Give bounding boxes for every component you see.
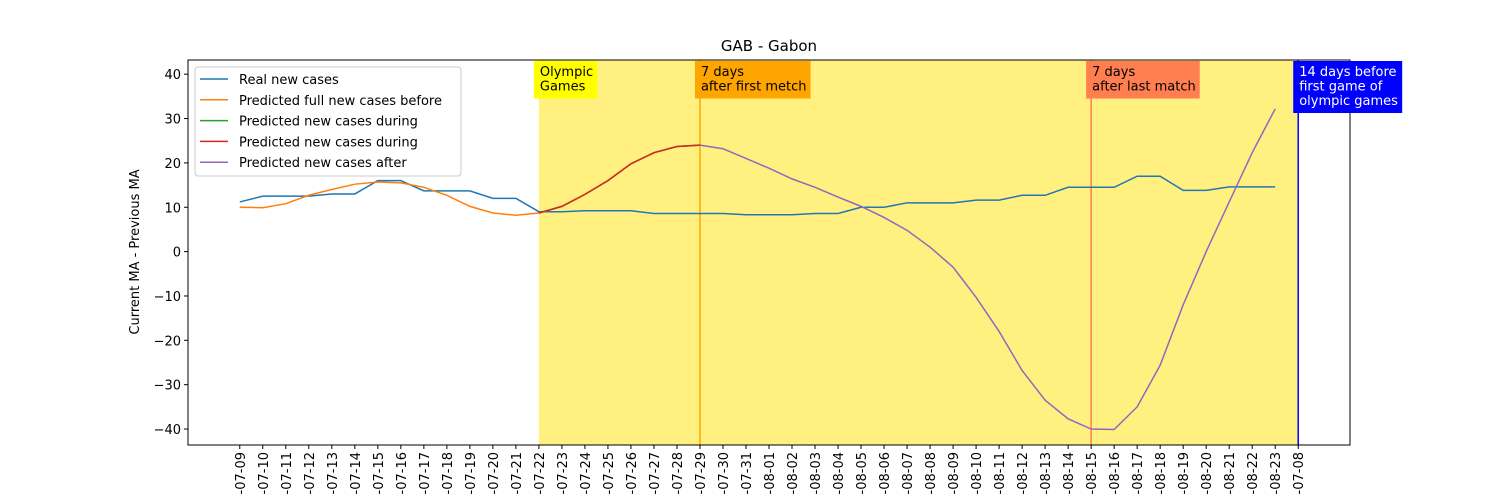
- chart-title: GAB - Gabon: [721, 37, 817, 55]
- y-tick-label: 40: [164, 68, 181, 83]
- x-tick-label: -07-29: [694, 452, 709, 494]
- x-tick-label: -07-15: [372, 452, 387, 494]
- x-tick-label: -08-07: [901, 452, 916, 494]
- x-tick-label: -08-13: [1039, 452, 1054, 494]
- x-tick-label: -07-10: [257, 452, 272, 494]
- x-tick-label: -08-10: [970, 452, 985, 494]
- plot-frame: [187, 59, 1351, 446]
- y-tick-label: −10: [154, 290, 181, 305]
- legend-label: Predicted new cases during: [239, 115, 418, 130]
- y-tick-label: 20: [164, 157, 181, 172]
- legend-label: Real new cases: [239, 73, 339, 88]
- x-tick-label: -07-27: [648, 452, 663, 494]
- x-tick-label: -07-21: [510, 452, 525, 494]
- x-tick-label: -08-01: [763, 452, 778, 494]
- x-tick-label: -07-19: [464, 452, 479, 494]
- x-tick-label: -08-18: [1154, 452, 1169, 494]
- x-tick-label: -08-08: [924, 452, 939, 494]
- y-axis-label: Current MA - Previous MA: [128, 169, 143, 334]
- x-tick-label: -08-11: [993, 452, 1008, 494]
- x-tick-label: -07-17: [418, 452, 433, 494]
- x-tick-label: -08-03: [809, 452, 824, 494]
- annotation-text: first game of: [1299, 80, 1383, 95]
- x-tick-label: -08-23: [1269, 452, 1284, 494]
- x-tick-label: -07-25: [602, 452, 617, 494]
- x-tick-label: -08-04: [832, 452, 847, 494]
- y-tick-label: 30: [164, 113, 181, 128]
- x-tick-label: -08-21: [1223, 452, 1238, 494]
- x-tick-label: -08-12: [1016, 452, 1031, 494]
- annotation-text: Games: [540, 80, 586, 95]
- x-tick-label: -08-02: [786, 452, 801, 494]
- x-tick-label: -07-26: [625, 452, 640, 494]
- x-tick-label: -07-18: [441, 452, 456, 494]
- annotation-text: 7 days: [1092, 65, 1135, 80]
- annotation-text: after first metch: [701, 80, 807, 95]
- x-tick-label: -07-14: [349, 452, 364, 494]
- x-tick-label: -07-09: [234, 452, 249, 494]
- annotation-box: [1293, 61, 1403, 113]
- x-tick-label: -07-08: [1292, 452, 1307, 494]
- x-tick-label: -07-12: [303, 452, 318, 494]
- annotation-text: olympic games: [1299, 94, 1398, 109]
- legend-label: Predicted full new cases before: [239, 94, 442, 109]
- y-tick-label: −40: [154, 423, 181, 438]
- x-tick-label: -07-23: [556, 452, 571, 494]
- highlight-span: [538, 60, 1299, 445]
- x-tick-label: -08-20: [1200, 452, 1215, 494]
- annotation-box: [1086, 61, 1200, 99]
- y-tick-label: 10: [164, 201, 181, 216]
- y-tick-label: 0: [173, 246, 181, 261]
- legend-label: Predicted new cases during: [239, 135, 418, 150]
- x-tick-label: -08-17: [1131, 452, 1146, 494]
- x-tick-label: -08-15: [1085, 452, 1100, 494]
- y-tick-label: −30: [154, 379, 181, 394]
- annotation-box: [533, 61, 598, 99]
- x-tick-label: -08-05: [855, 452, 870, 494]
- x-tick-label: -08-16: [1108, 452, 1123, 494]
- x-tick-label: -07-20: [487, 452, 502, 494]
- y-tick-label: −20: [154, 334, 181, 349]
- x-tick-label: -08-06: [878, 452, 893, 494]
- x-tick-label: -07-11: [280, 452, 295, 494]
- x-tick-label: -08-14: [1062, 452, 1077, 494]
- x-tick-label: -07-30: [717, 452, 732, 494]
- legend-box: [194, 66, 462, 177]
- x-tick-label: -07-13: [326, 452, 341, 494]
- annotation-box: [694, 61, 811, 99]
- annotation-text: 7 days: [701, 65, 744, 80]
- series-line: [699, 108, 1276, 431]
- series-line: [538, 144, 701, 214]
- x-tick-label: -07-31: [740, 452, 755, 494]
- x-tick-label: -07-24: [579, 452, 594, 494]
- annotation-text: 14 days before: [1299, 65, 1396, 80]
- x-tick-label: -08-19: [1177, 452, 1192, 494]
- x-tick-label: -08-22: [1246, 452, 1261, 494]
- x-tick-label: -08-09: [947, 452, 962, 494]
- annotation-text: after last match: [1092, 80, 1196, 95]
- legend-label: Predicted new cases after: [239, 156, 407, 171]
- x-tick-label: -07-28: [671, 452, 686, 494]
- x-tick-label: -07-22: [533, 452, 548, 494]
- annotation-text: Olympic: [540, 65, 593, 80]
- x-tick-label: -07-16: [395, 452, 410, 494]
